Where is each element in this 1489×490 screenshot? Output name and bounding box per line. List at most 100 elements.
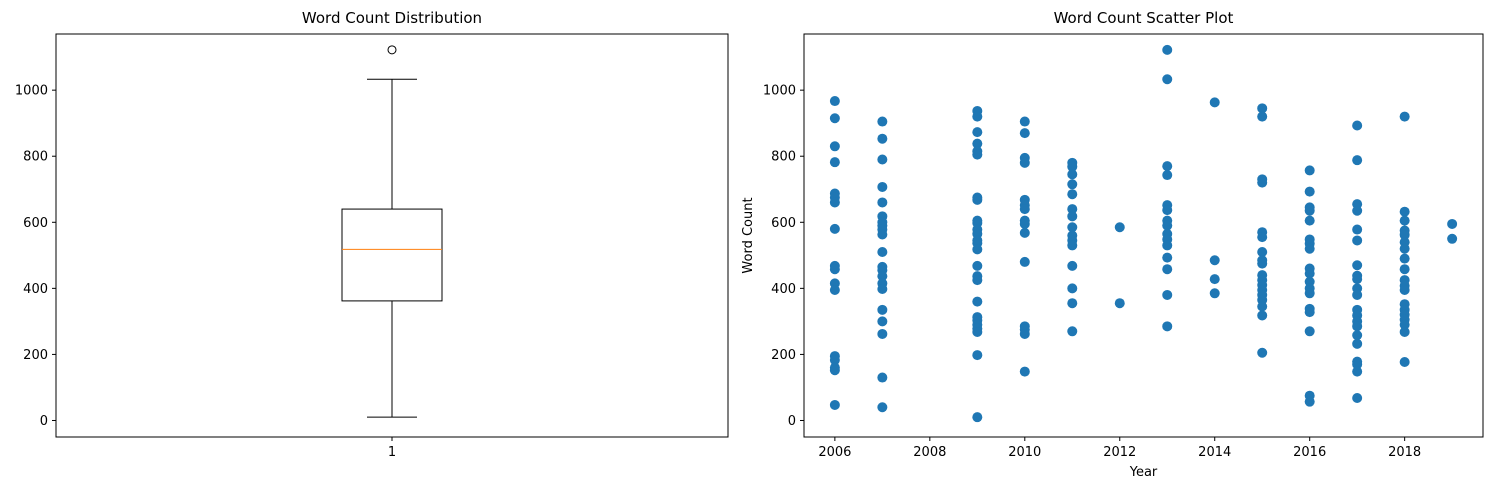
scatter-y-axis-label: Word Count bbox=[741, 197, 756, 273]
scatter-point bbox=[972, 275, 983, 286]
scatter-point bbox=[1257, 258, 1268, 269]
box-plot-chart: Word Count Distribution 0 200 400 600 800 100… bbox=[15, 9, 729, 460]
scatter-point bbox=[1019, 328, 1030, 339]
x-tick-label: 2010 bbox=[1008, 445, 1041, 460]
scatter-point bbox=[1304, 396, 1315, 407]
box-plot-marks bbox=[341, 45, 443, 418]
scatter-point bbox=[972, 127, 983, 138]
scatter-point bbox=[1399, 357, 1410, 368]
scatter-plot-frame bbox=[803, 33, 1484, 438]
scatter-point bbox=[1067, 179, 1078, 190]
scatter-point bbox=[1019, 227, 1030, 238]
y-tick-label: 200 bbox=[23, 348, 48, 363]
scatter-point bbox=[1209, 255, 1220, 266]
scatter-point bbox=[829, 285, 840, 296]
scatter-point bbox=[1352, 224, 1363, 235]
scatter-point bbox=[1399, 215, 1410, 226]
scatter-point bbox=[1257, 111, 1268, 122]
scatter-point bbox=[877, 284, 888, 295]
scatter-point bbox=[1019, 157, 1030, 168]
scatter-point bbox=[877, 116, 888, 127]
x-tick-label: 2012 bbox=[1103, 445, 1136, 460]
scatter-point bbox=[1399, 253, 1410, 264]
scatter-point bbox=[1352, 205, 1363, 216]
y-tick-label: 200 bbox=[771, 348, 796, 363]
scatter-point bbox=[972, 296, 983, 307]
scatter-point bbox=[1352, 289, 1363, 300]
scatter-point bbox=[1067, 222, 1078, 233]
scatter-point bbox=[1352, 260, 1363, 271]
y-tick-label: 400 bbox=[23, 282, 48, 297]
scatter-point bbox=[1209, 274, 1220, 285]
scatter-point bbox=[1019, 256, 1030, 267]
scatter-point bbox=[1304, 268, 1315, 279]
x-tick-label: 2016 bbox=[1293, 445, 1326, 460]
scatter-point bbox=[1067, 298, 1078, 309]
scatter-point bbox=[877, 316, 888, 327]
x-tick-label: 2006 bbox=[818, 445, 851, 460]
scatter-point bbox=[1067, 189, 1078, 200]
scatter-point bbox=[877, 181, 888, 192]
scatter-plot-axes: 0 200 400 600 800 1000 2006 2008 2010 2012 2014 201… bbox=[763, 84, 1421, 460]
box-plot-frame bbox=[55, 33, 729, 438]
y-tick-label: 0 bbox=[788, 414, 796, 429]
scatter-point bbox=[1399, 264, 1410, 275]
scatter-point bbox=[972, 194, 983, 205]
scatter-plot-points bbox=[829, 44, 1458, 423]
scatter-point bbox=[877, 271, 888, 282]
scatter-point bbox=[1257, 247, 1268, 258]
scatter-point bbox=[1399, 319, 1410, 330]
y-tick-label: 600 bbox=[771, 216, 796, 231]
scatter-point bbox=[1352, 120, 1363, 131]
scatter-point bbox=[1257, 177, 1268, 188]
x-tick-label: 2018 bbox=[1388, 445, 1421, 460]
scatter-point bbox=[877, 402, 888, 413]
scatter-point bbox=[1162, 205, 1173, 216]
scatter-point bbox=[829, 96, 840, 107]
scatter-point bbox=[877, 133, 888, 144]
scatter-point bbox=[1399, 229, 1410, 240]
scatter-point bbox=[1352, 338, 1363, 349]
scatter-point bbox=[1304, 165, 1315, 176]
scatter-point bbox=[1019, 128, 1030, 139]
scatter-point bbox=[1114, 222, 1125, 233]
scatter-point bbox=[972, 350, 983, 361]
scatter-point bbox=[1209, 288, 1220, 299]
scatter-point bbox=[1162, 170, 1173, 181]
scatter-point bbox=[1399, 111, 1410, 122]
scatter-point bbox=[877, 154, 888, 165]
scatter-point bbox=[1447, 218, 1458, 229]
scatter-point bbox=[1304, 243, 1315, 254]
scatter-point bbox=[1399, 326, 1410, 337]
scatter-point bbox=[1257, 347, 1268, 358]
scatter-point bbox=[877, 372, 888, 383]
scatter-point bbox=[829, 264, 840, 275]
scatter-point bbox=[1352, 393, 1363, 404]
scatter-point bbox=[1352, 274, 1363, 285]
scatter-point bbox=[1067, 204, 1078, 215]
x-tick-label: 2014 bbox=[1198, 445, 1231, 460]
x-tick-label: 2008 bbox=[913, 445, 946, 460]
scatter-point bbox=[1162, 252, 1173, 263]
scatter-point bbox=[1304, 288, 1315, 299]
scatter-point bbox=[1067, 326, 1078, 337]
scatter-point bbox=[829, 197, 840, 208]
scatter-point bbox=[877, 197, 888, 208]
y-tick-label: 1000 bbox=[763, 84, 796, 99]
scatter-point bbox=[1257, 310, 1268, 321]
scatter-point bbox=[972, 111, 983, 122]
y-tick-label: 1000 bbox=[15, 84, 48, 99]
y-tick-label: 800 bbox=[771, 150, 796, 165]
box-iqr bbox=[341, 208, 443, 302]
scatter-point bbox=[1209, 97, 1220, 108]
scatter-point bbox=[1352, 235, 1363, 246]
scatter-point bbox=[1399, 243, 1410, 254]
scatter-point bbox=[1162, 264, 1173, 275]
scatter-point bbox=[829, 157, 840, 168]
y-tick-label: 800 bbox=[23, 150, 48, 165]
scatter-point bbox=[1304, 205, 1315, 216]
box-plot-title: Word Count Distribution bbox=[302, 9, 482, 27]
scatter-point bbox=[1067, 260, 1078, 271]
scatter-point bbox=[877, 328, 888, 339]
y-tick-label: 400 bbox=[771, 282, 796, 297]
